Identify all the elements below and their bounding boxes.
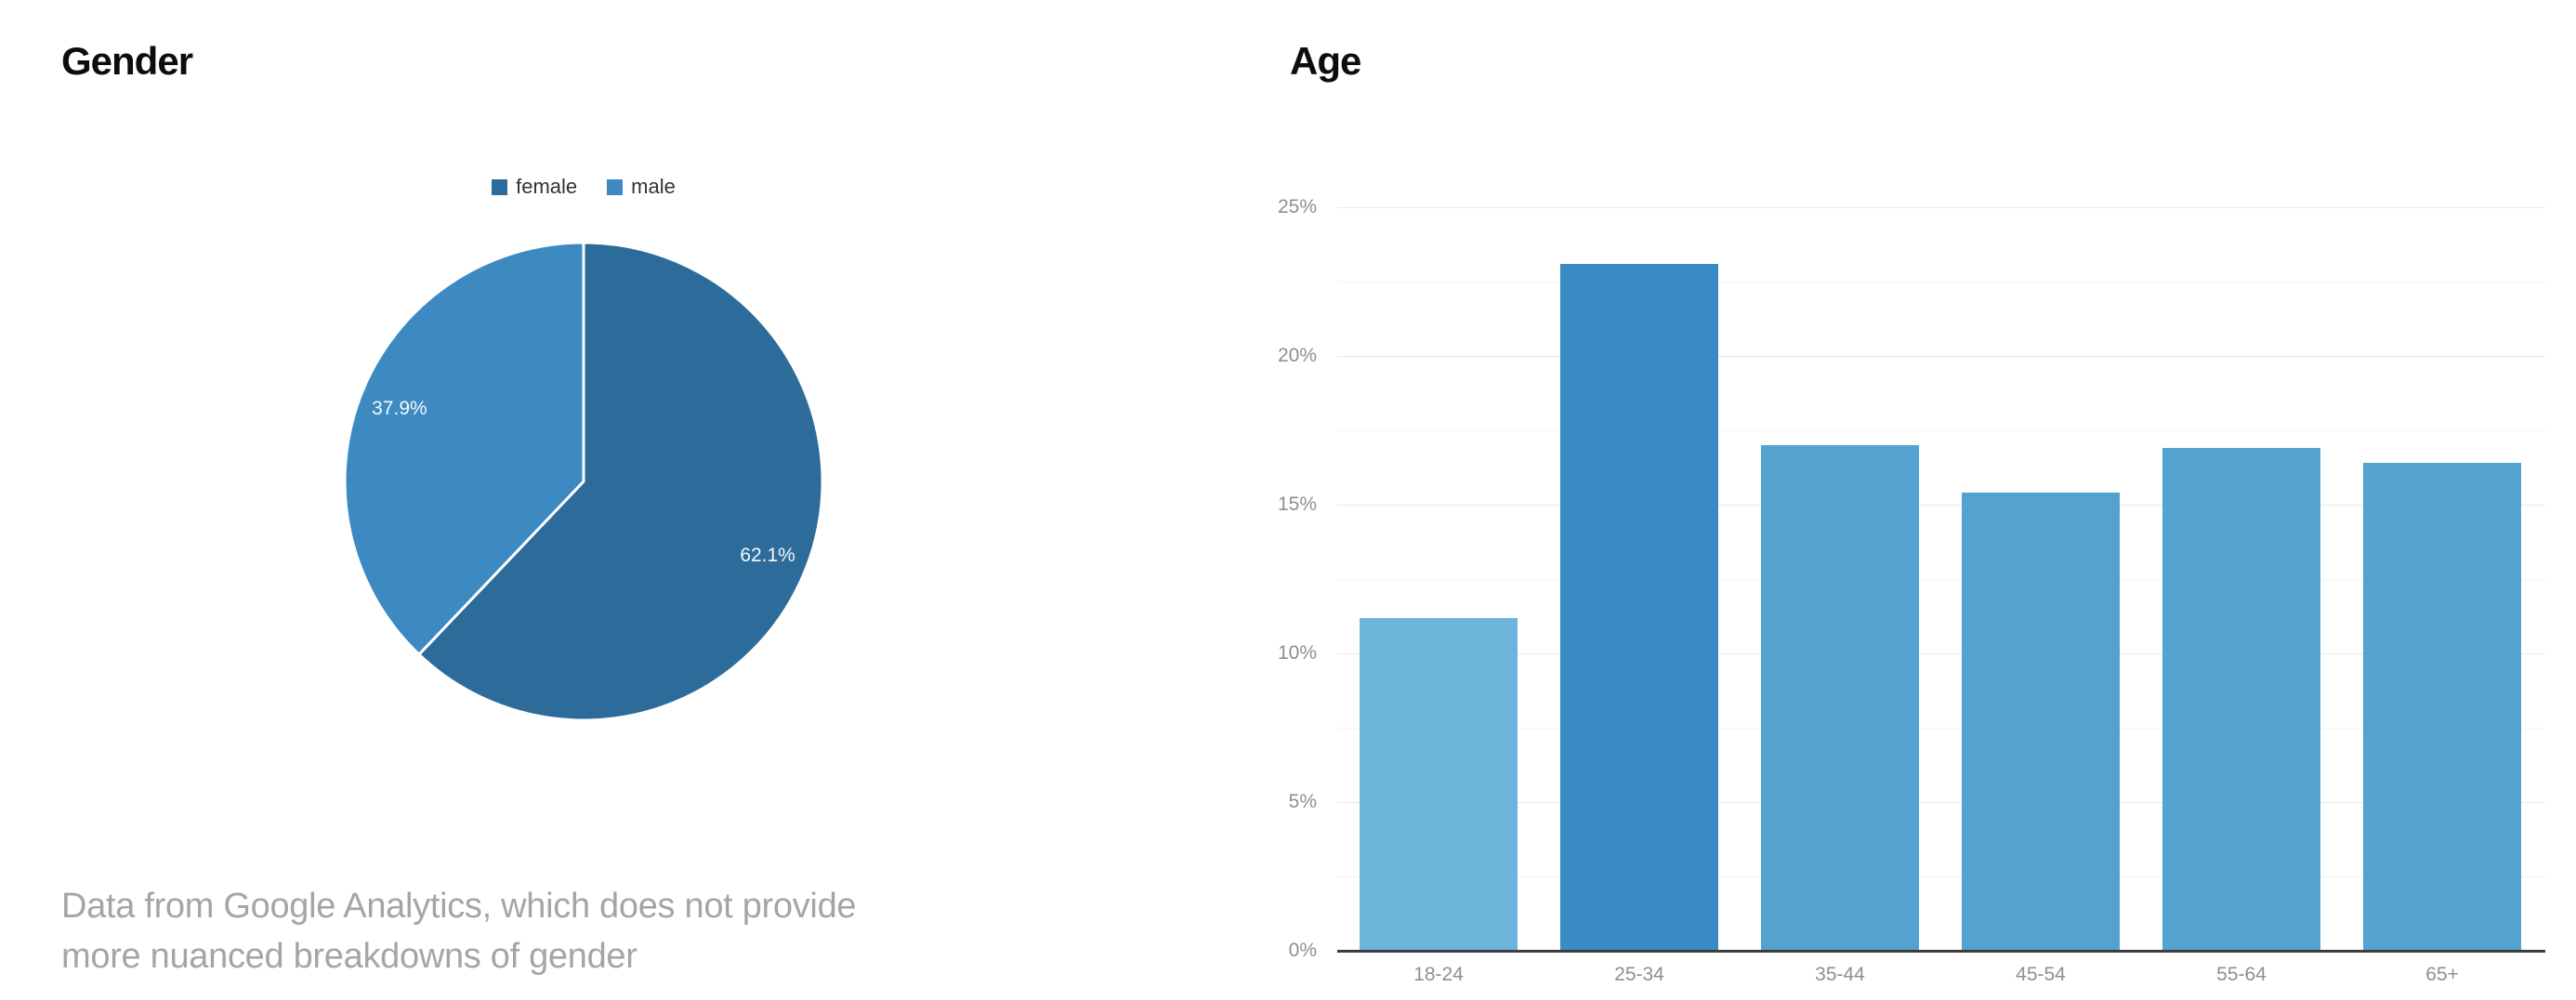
bar-65+[interactable] [2363, 463, 2521, 951]
legend-item-male[interactable]: male [607, 175, 676, 199]
gender-caption-line-1: Data from Google Analytics, which does n… [61, 887, 857, 926]
bar-55-64[interactable] [2162, 448, 2320, 951]
pie-slice-value-label-female: 62.1% [740, 545, 795, 566]
bar-45-54[interactable] [1962, 493, 2120, 951]
minor-gridline-2.5 [1337, 876, 2545, 877]
x-axis-baseline [1337, 950, 2545, 953]
age-chart-title: Age [1290, 39, 1361, 83]
age-bar-chart: 0% 5% 10% 15% 20% 25% 18-24 25-34 35-44 45-54 55-6… [1278, 196, 2545, 985]
minor-gridline-12.5 [1337, 579, 2545, 580]
gender-pie-chart[interactable]: 62.1% 37.9% [342, 240, 825, 723]
y-tick-label-20%: 20% [1277, 345, 1317, 366]
y-tick-label-5%: 5% [1288, 791, 1317, 812]
y-tick-label-25%: 25% [1277, 196, 1317, 217]
x-tick-label-55-64: 55-64 [2216, 964, 2267, 985]
bar-18-24[interactable] [1360, 617, 1518, 951]
pie-slice-male[interactable] [343, 241, 585, 656]
y-tick-label-15%: 15% [1277, 493, 1317, 515]
gender-caption-line-2: more nuanced breakdowns of gender [61, 937, 637, 976]
legend-label-female: female [516, 175, 578, 198]
bar-35-44[interactable] [1761, 445, 1919, 951]
gender-chart-title: Gender [61, 39, 193, 83]
legend-item-female[interactable]: female [492, 175, 577, 199]
pie-slice-female[interactable] [417, 241, 824, 722]
x-tick-label-65+: 65+ [2425, 964, 2459, 985]
minor-gridline-17.5 [1337, 430, 2545, 431]
x-tick-label-35-44: 35-44 [1815, 964, 1865, 985]
major-gridline-25 [1337, 207, 2545, 208]
minor-gridline-7.5 [1337, 728, 2545, 729]
x-tick-label-18-24: 18-24 [1413, 964, 1464, 985]
pie-slice-value-label-male: 37.9% [372, 398, 427, 419]
y-tick-label-0%: 0% [1288, 940, 1317, 961]
minor-gridline-22.5 [1337, 282, 2545, 283]
legend-swatch-female [492, 178, 508, 195]
major-gridline-10 [1337, 653, 2545, 654]
major-gridline-15 [1337, 505, 2545, 506]
legend-label-male: male [631, 175, 676, 198]
x-tick-label-45-54: 45-54 [2016, 964, 2066, 985]
gender-caption: Data from Google Analytics, which does n… [61, 881, 857, 981]
pie-legend: female male [342, 175, 825, 199]
y-tick-label-10%: 10% [1277, 642, 1317, 664]
bar-25-34[interactable] [1560, 263, 1718, 951]
major-gridline-20 [1337, 356, 2545, 357]
major-gridline-5 [1337, 802, 2545, 803]
x-tick-label-25-34: 25-34 [1614, 964, 1664, 985]
legend-swatch-male [607, 178, 624, 195]
